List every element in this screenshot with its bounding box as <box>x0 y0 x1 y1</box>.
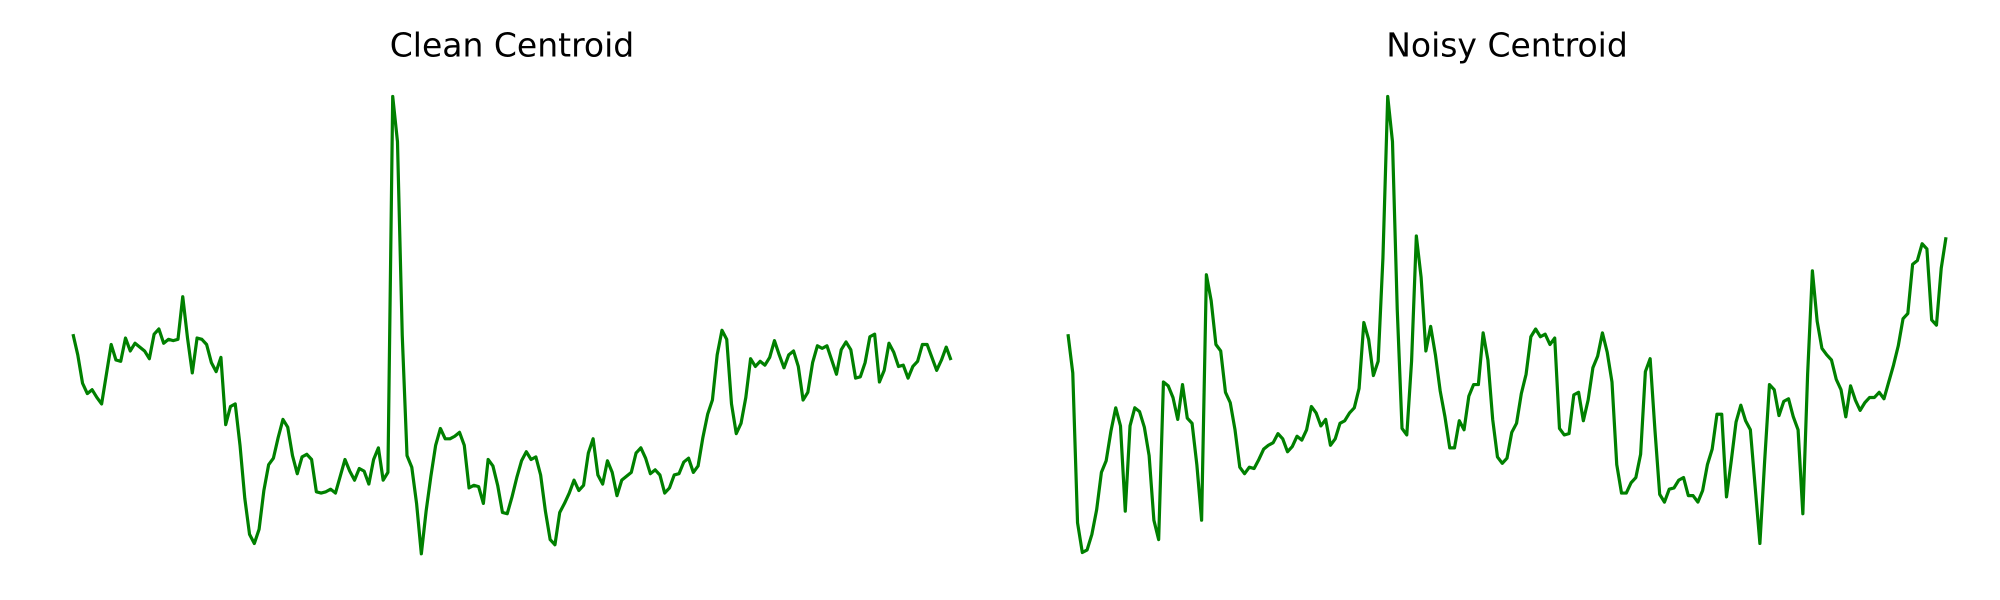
chart-title: Noisy Centroid <box>1386 26 1628 65</box>
line <box>71 94 953 556</box>
line <box>1066 94 1948 555</box>
chart-title: Clean Centroid <box>390 26 635 65</box>
